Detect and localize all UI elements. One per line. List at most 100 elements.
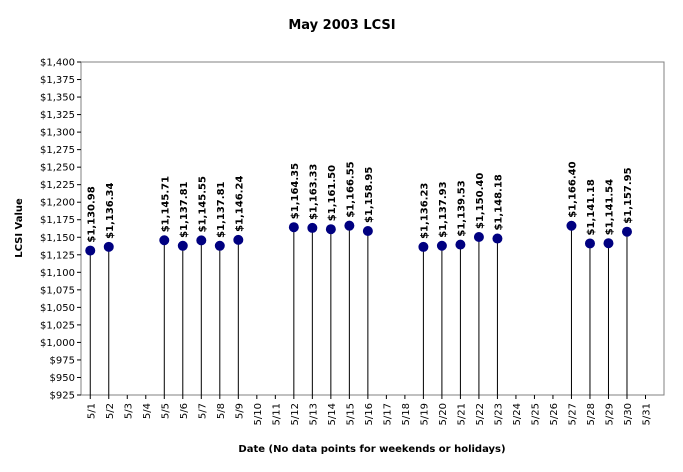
data-label: $1,137.81 (216, 181, 227, 237)
x-tick-label: 5/7 (197, 403, 208, 419)
data-point (325, 224, 336, 235)
data-point (103, 241, 114, 252)
y-tick-label: $1,275 (40, 145, 75, 156)
data-point (621, 226, 632, 237)
data-label: $1,148.18 (493, 174, 504, 230)
data-point (418, 241, 429, 252)
y-tick-label: $1,025 (40, 320, 75, 331)
x-tick-label: 5/22 (475, 403, 486, 425)
x-tick-label: 5/9 (234, 403, 245, 419)
data-label: $1,145.55 (197, 176, 208, 232)
data-point (177, 240, 188, 251)
x-tick-label: 5/2 (105, 403, 116, 419)
y-tick-label: $925 (50, 391, 75, 402)
data-label: $1,166.55 (345, 161, 356, 217)
x-tick-label: 5/21 (456, 403, 467, 425)
data-point (307, 222, 318, 233)
x-tick-label: 5/24 (512, 403, 523, 425)
data-point (436, 240, 447, 251)
data-point (473, 231, 484, 242)
data-point (214, 240, 225, 251)
series-lcsi: $1,130.98 $1,136.34 $1,145.71 $1,137.81 $1,1… (85, 161, 634, 395)
data-label: $1,158.95 (364, 167, 375, 223)
x-tick-label: 5/18 (401, 403, 412, 425)
x-tick-label: 5/14 (327, 403, 338, 425)
x-tick-label: 5/23 (493, 403, 504, 425)
x-tick-label: 5/15 (345, 403, 356, 425)
data-label: $1,130.98 (86, 186, 97, 242)
data-point (196, 235, 207, 246)
x-tick-label: 5/20 (438, 403, 449, 425)
y-tick-label: $1,200 (40, 198, 75, 209)
data-point (603, 238, 614, 249)
x-tick-label: 5/28 (586, 403, 597, 425)
x-tick-label: 5/6 (179, 403, 190, 419)
x-tick-label: 5/19 (419, 403, 430, 425)
y-tick-label: $1,400 (40, 58, 75, 69)
data-label: $1,163.33 (308, 164, 319, 220)
x-tick-label: 5/27 (567, 403, 578, 425)
data-label: $1,146.24 (234, 176, 245, 232)
data-label: $1,164.35 (290, 163, 301, 219)
y-tick-label: $1,350 (40, 93, 75, 104)
data-point (233, 234, 244, 245)
data-point (584, 238, 595, 249)
x-tick-label: 5/26 (549, 403, 560, 425)
x-tick-label: 5/16 (364, 403, 375, 425)
y-tick-label: $1,000 (40, 338, 75, 349)
data-label: $1,145.71 (160, 176, 171, 232)
y-axis: $925 $950 $975 $1,000 $1,025 $1,050 $1,075 $1,1… (40, 58, 81, 402)
x-tick-label: 5/31 (641, 403, 652, 425)
data-label: $1,166.40 (567, 161, 578, 217)
data-point (566, 220, 577, 231)
x-tick-label: 5/13 (308, 403, 319, 425)
data-point (288, 222, 299, 233)
data-label: $1,137.93 (438, 181, 449, 237)
y-tick-label: $1,050 (40, 303, 75, 314)
data-label: $1,136.34 (105, 182, 116, 238)
y-tick-label: $1,150 (40, 233, 75, 244)
data-point (85, 245, 96, 256)
x-tick-label: 5/3 (123, 403, 134, 419)
data-label: $1,136.23 (419, 183, 430, 239)
x-tick-label: 5/17 (382, 403, 393, 425)
y-tick-label: $1,100 (40, 268, 75, 279)
plot-area (80, 61, 665, 396)
y-tick-label: $1,375 (40, 75, 75, 86)
data-label: $1,137.81 (179, 181, 190, 237)
y-tick-label: $1,250 (40, 163, 75, 174)
data-label: $1,141.18 (586, 179, 597, 235)
x-tick-label: 5/10 (253, 403, 264, 425)
x-tick-label: 5/25 (530, 403, 541, 425)
y-axis-title: LCSI Value (14, 198, 25, 258)
x-tick-label: 5/30 (623, 403, 634, 425)
x-tick-label: 5/11 (271, 403, 282, 425)
y-tick-label: $975 (50, 355, 75, 366)
y-tick-label: $1,300 (40, 128, 75, 139)
x-tick-label: 5/5 (160, 403, 171, 419)
data-label: $1,161.50 (327, 165, 338, 221)
chart-title: May 2003 LCSI (288, 18, 395, 33)
data-label: $1,141.54 (604, 179, 615, 235)
y-tick-label: $1,125 (40, 250, 75, 261)
y-tick-label: $1,225 (40, 180, 75, 191)
x-axis: 5/1 5/2 5/3 5/4 5/5 5/6 5/7 5/8 5/9 5/10 5/11 5/12 5… (86, 395, 652, 425)
x-tick-label: 5/8 (216, 403, 227, 419)
data-point (492, 233, 503, 244)
y-tick-label: $950 (50, 373, 75, 384)
y-tick-label: $1,325 (40, 110, 75, 121)
data-point (159, 235, 170, 246)
x-tick-label: 5/29 (604, 403, 615, 425)
data-label: $1,157.95 (623, 167, 634, 223)
data-label: $1,150.40 (475, 173, 486, 229)
y-tick-label: $1,175 (40, 215, 75, 226)
x-axis-title: Date (No data points for weekends or hol… (238, 444, 505, 455)
data-point (455, 239, 466, 250)
x-tick-label: 5/4 (142, 403, 153, 419)
data-point (344, 220, 355, 231)
x-tick-label: 5/1 (86, 403, 97, 419)
data-point (362, 225, 373, 236)
x-tick-label: 5/12 (290, 403, 301, 425)
